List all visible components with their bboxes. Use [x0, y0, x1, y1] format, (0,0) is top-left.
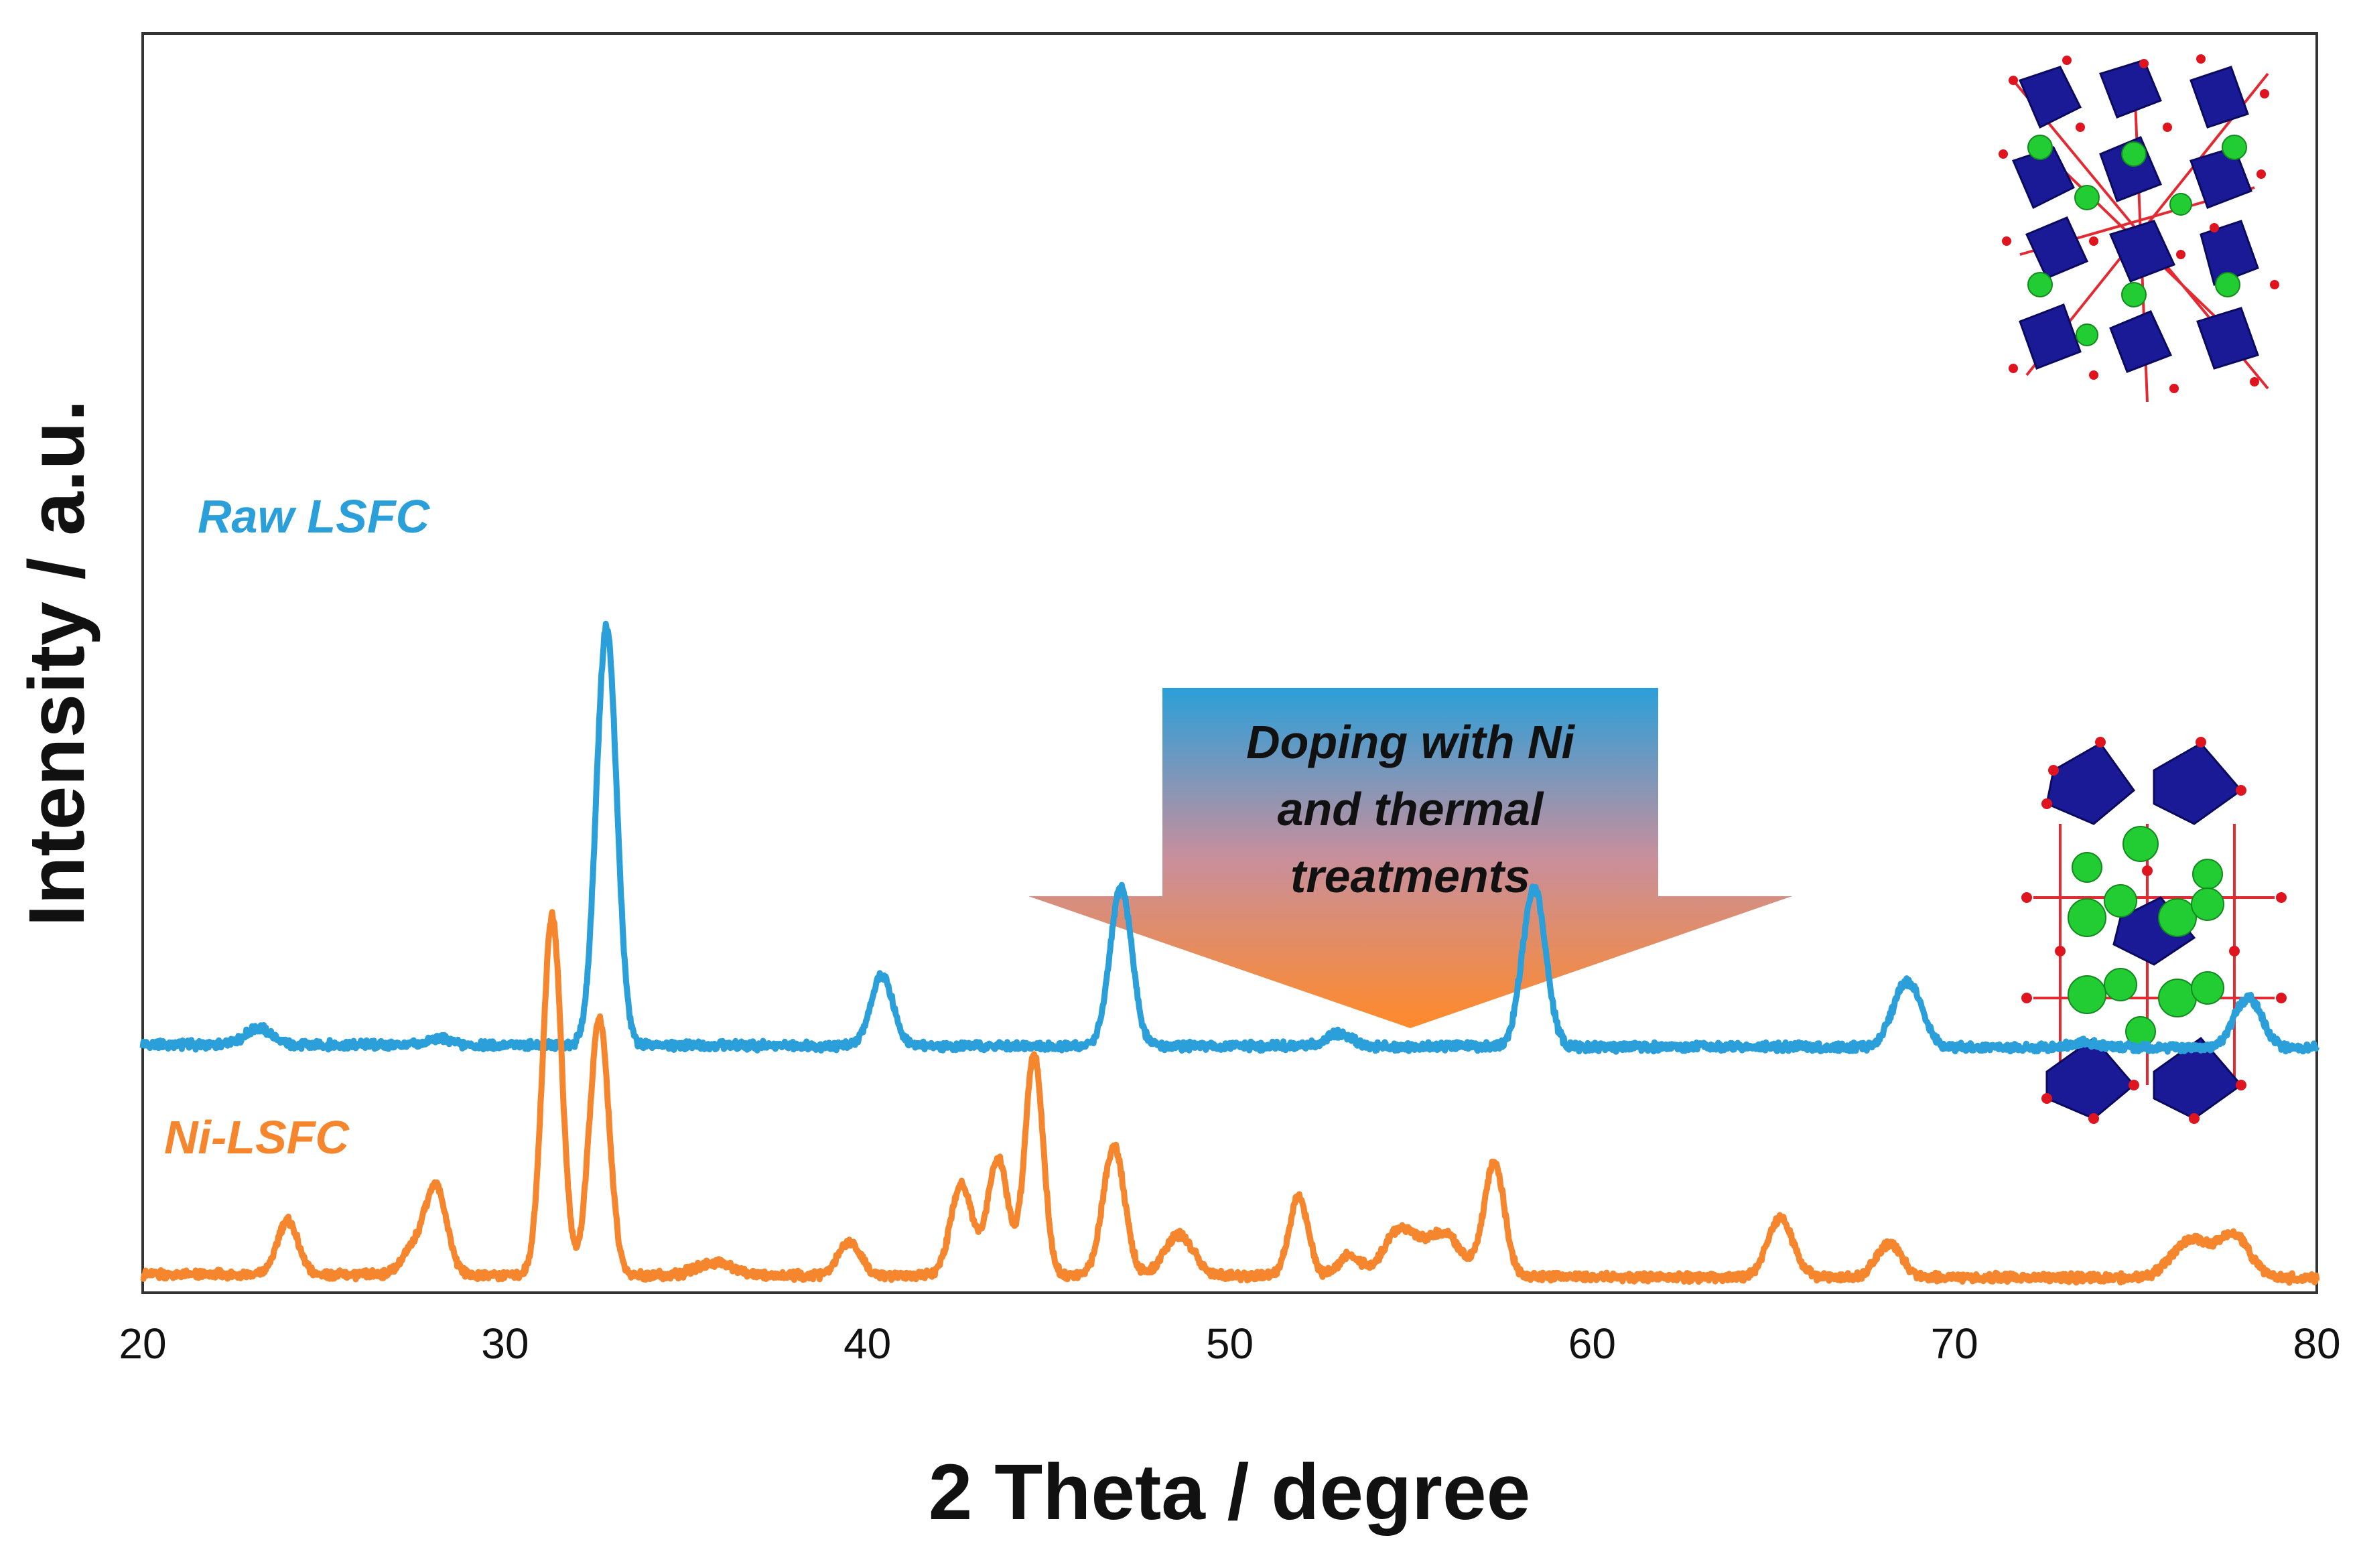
arrow-text-line-2: and thermal — [1278, 783, 1544, 835]
y-axis-title: Intensity / a.u. — [13, 400, 101, 927]
x-tick-label: 20 — [119, 1320, 166, 1368]
arrow-text-line-1: Doping with Ni — [1246, 716, 1575, 768]
x-tick-label: 80 — [2293, 1320, 2340, 1368]
x-tick-label: 40 — [844, 1320, 891, 1368]
x-tick-label: 60 — [1568, 1320, 1616, 1368]
x-axis-ticks: 20 30 40 50 60 70 80 — [119, 1320, 2340, 1368]
series-line-raw-lsfc — [139, 620, 2320, 1055]
series-label-ni-lsfc: Ni-LSFC — [164, 1111, 350, 1163]
arrow-text-line-3: treatments — [1290, 850, 1530, 902]
series-label-raw-lsfc: Raw LSFC — [198, 490, 431, 543]
raw-lsfc-crystal-structure — [1999, 54, 2279, 403]
doping-arrow — [1028, 688, 1792, 1028]
x-tick-label: 30 — [481, 1320, 529, 1368]
x-tick-label: 70 — [1931, 1320, 1978, 1368]
ni-lsfc-crystal-structure — [2021, 737, 2287, 1124]
series-line-ni-lsfc — [140, 909, 2320, 1286]
plot-frame — [141, 32, 2318, 1294]
x-axis-title: 2 Theta / degree — [929, 1448, 1530, 1537]
x-tick-label: 50 — [1206, 1320, 1254, 1368]
